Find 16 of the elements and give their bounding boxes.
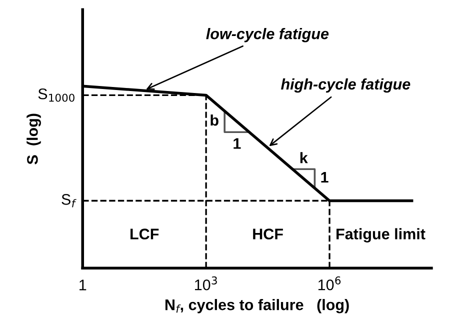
annotation: b — [210, 114, 218, 126]
y-axis-title: S (log) — [26, 114, 41, 164]
annotation: Fatigue limit — [336, 228, 426, 242]
x-tick-label: 10$^{3}$ — [195, 276, 217, 290]
annotation: 1 — [321, 172, 328, 183]
x-tick-label: 10$^{6}$ — [318, 276, 341, 290]
annotation: k — [300, 152, 308, 164]
annotation: high-cycle fatigue — [281, 78, 410, 93]
annotation: HCF — [253, 228, 283, 240]
ref-line-label: S$_{f}$ — [62, 194, 76, 208]
annotation: 1 — [234, 138, 241, 149]
annotation: low-cycle fatigue — [206, 28, 329, 42]
annotation: LCF — [130, 228, 159, 240]
x-tick-label: 1 — [80, 280, 86, 290]
x-axis-title: N$_{f}$, cycles to failure (log) — [165, 299, 349, 314]
ref-line-label: S$_{1000}$ — [38, 88, 74, 102]
